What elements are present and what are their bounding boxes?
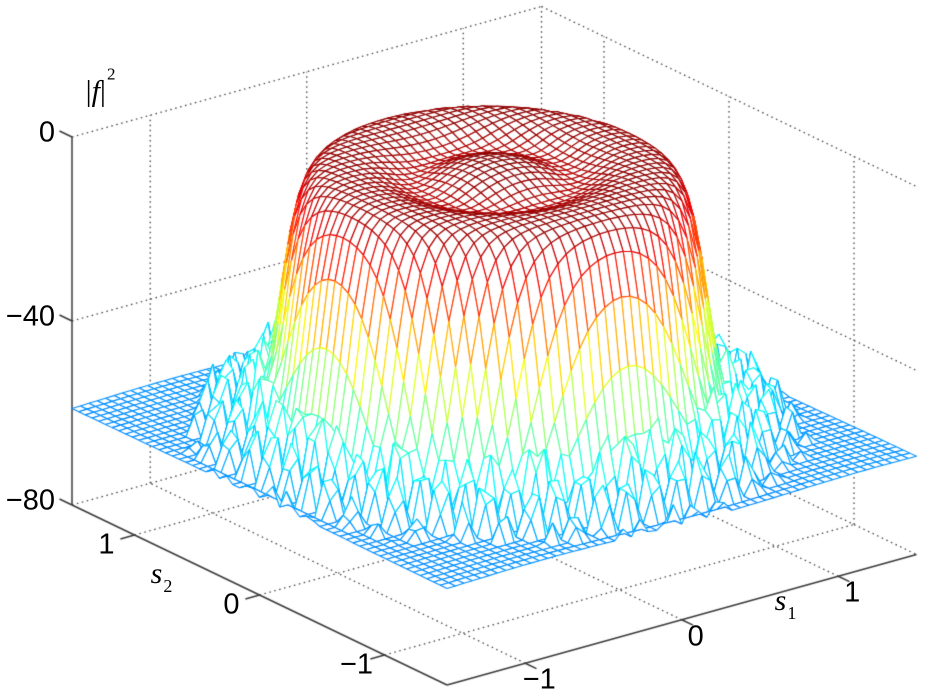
y-tick-label: 1: [98, 528, 115, 561]
x-tick-label: −1: [522, 663, 556, 692]
z-axis-label: |f|2: [85, 64, 116, 108]
x-tick-label: 0: [687, 620, 704, 653]
z-tick-label: −80: [5, 484, 55, 517]
y-tick-label: 0: [223, 588, 240, 621]
y-axis-label: s2: [150, 557, 173, 596]
x-axis-label: s1: [774, 584, 797, 623]
z-tick-label: −40: [5, 300, 55, 333]
z-tick-label: 0: [38, 116, 55, 149]
y-tick-label: −1: [339, 648, 374, 681]
x-tick-label: 1: [844, 576, 861, 609]
